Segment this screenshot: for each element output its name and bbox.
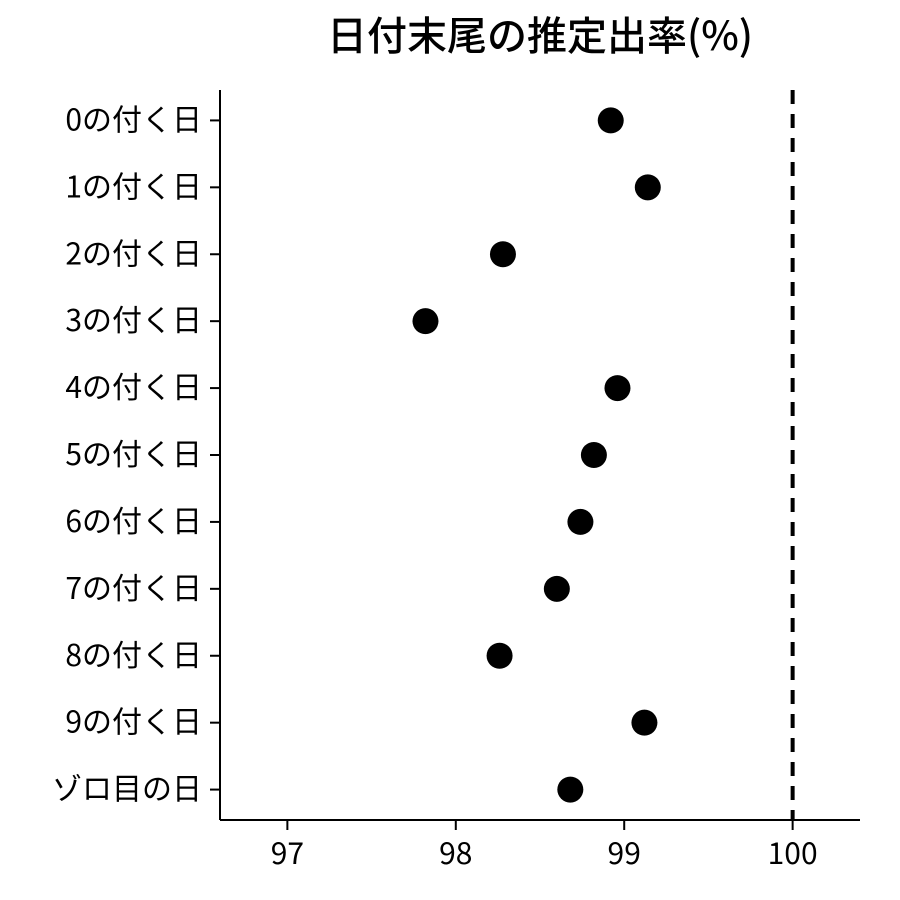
y-tick-label: 1の付く日 — [65, 162, 202, 206]
data-point — [635, 174, 661, 200]
chart-container: 日付末尾の推定出率(%) 97 98 99 100 0の付く日 1の付く日 2の付く日 3の付く… — [0, 0, 900, 900]
y-tick-label: 6の付く日 — [65, 497, 202, 541]
data-point — [557, 777, 583, 803]
y-tick-label: 9の付く日 — [65, 698, 202, 742]
y-tick-label: 3の付く日 — [65, 296, 202, 340]
data-point — [412, 308, 438, 334]
y-tick-label: ゾロ目の日 — [52, 765, 202, 809]
x-tick-label: 98 — [439, 829, 472, 873]
dot-plot-chart: 日付末尾の推定出率(%) 97 98 99 100 0の付く日 1の付く日 2の付く日 3の付く… — [0, 0, 900, 900]
data-point — [567, 509, 593, 535]
y-tick-label: 5の付く日 — [65, 430, 202, 474]
x-tick-label: 97 — [271, 829, 304, 873]
data-point — [487, 643, 513, 669]
data-point — [598, 107, 624, 133]
chart-title: 日付末尾の推定出率(%) — [327, 4, 753, 62]
data-point — [490, 241, 516, 267]
y-tick-label: 8の付く日 — [65, 631, 202, 675]
data-point — [581, 442, 607, 468]
x-tick-label: 100 — [768, 829, 818, 873]
data-point — [631, 710, 657, 736]
x-tick-label: 99 — [608, 829, 641, 873]
y-tick-label: 7の付く日 — [65, 564, 202, 608]
y-tick-label: 0の付く日 — [65, 95, 202, 139]
data-point — [544, 576, 570, 602]
y-tick-label: 2の付く日 — [65, 229, 202, 273]
data-point — [604, 375, 630, 401]
y-tick-label: 4の付く日 — [65, 363, 202, 407]
